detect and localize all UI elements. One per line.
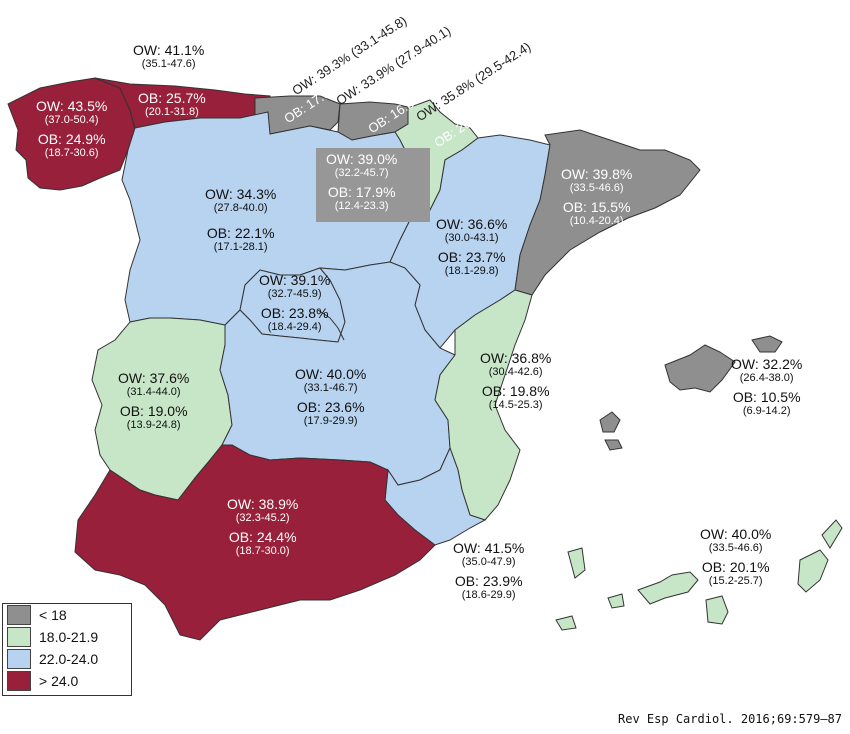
region-balearic-formentera[interactable] xyxy=(604,439,623,451)
canary-ob-ci: (15.2-25.7) xyxy=(708,574,763,587)
madrid-ow-ci: (32.7-45.9) xyxy=(267,288,322,301)
la-rioja-ow-ci: (32.2-45.7) xyxy=(334,167,389,180)
asturias-ow-label: OW: 41.1% (35.1-47.6) xyxy=(133,42,204,71)
region-catalonia[interactable] xyxy=(514,129,701,296)
castile-la-mancha-ow: OW: 40.0% xyxy=(295,366,367,382)
asturias-ob-label: OB: 25.7% (20.1-31.8) xyxy=(138,90,206,119)
madrid-label: OW: 39.1% (32.7-45.9) OB: 23.8% (18.4-29… xyxy=(259,272,330,333)
region-balearic-mallorca[interactable] xyxy=(664,344,736,393)
murcia-ow-ci: (35.0-47.9) xyxy=(461,556,516,569)
canary-ow-ci: (33.5-46.6) xyxy=(708,542,763,555)
legend-swatch xyxy=(7,649,31,669)
murcia-label: OW: 41.5% (35.0-47.9) OB: 23.9% (18.6-29… xyxy=(453,540,524,601)
madrid-ob: OB: 23.8% xyxy=(260,304,329,321)
asturias-ow-ci: (35.1-47.6) xyxy=(141,58,196,71)
legend-label: < 18 xyxy=(39,607,67,623)
legend-item: 18.0-21.9 xyxy=(3,626,131,648)
castile-leon-ow-ci: (27.8-40.0) xyxy=(213,202,268,215)
balearic-ow-ci: (26.4-38.0) xyxy=(739,372,794,385)
catalonia-ob: OB: 15.5% xyxy=(562,198,631,215)
la-rioja-label: OW: 39.0% (32.2-45.7) OB: 17.9% (12.4-23… xyxy=(326,151,397,212)
galicia-ob: OB: 24.9% xyxy=(37,130,106,147)
map-legend: < 18 18.0-21.9 22.0-24.0 > 24.0 xyxy=(2,603,132,696)
legend-swatch xyxy=(7,605,31,625)
andalusia-ob-ci: (18.7-30.0) xyxy=(235,544,290,557)
extremadura-ow: OW: 37.6% xyxy=(118,370,190,386)
aragon-ow-ci: (30.0-43.1) xyxy=(444,232,499,245)
legend-item: < 18 xyxy=(3,604,131,626)
citation: Rev Esp Cardiol. 2016;69:579–87 xyxy=(618,712,842,726)
valencia-ob: OB: 19.8% xyxy=(481,382,550,399)
castile-leon-ow: OW: 34.3% xyxy=(205,186,277,202)
la-rioja-label-box xyxy=(316,148,430,222)
castile-la-mancha-ob: OB: 23.6% xyxy=(296,398,365,415)
aragon-ob-ci: (18.1-29.8) xyxy=(444,264,499,277)
andalusia-ow: OW: 38.9% xyxy=(227,496,299,512)
galicia-ow-ci: (37.0-50.4) xyxy=(44,114,99,127)
galicia-ob-ci: (18.7-30.6) xyxy=(44,146,99,159)
castile-la-mancha-label: OW: 40.0% (33.1-46.7) OB: 23.6% (17.9-29… xyxy=(295,366,366,427)
canary-label: OW: 40.0% (33.5-46.6) OB: 20.1% (15.2-25… xyxy=(700,526,771,587)
region-canary[interactable] xyxy=(555,519,843,631)
castile-leon-ob-ci: (17.1-28.1) xyxy=(213,240,268,253)
region-balearic-ibiza[interactable] xyxy=(599,411,621,433)
aragon-ow: OW: 36.6% xyxy=(436,216,508,232)
extremadura-ob: OB: 19.0% xyxy=(119,402,188,419)
legend-item: 22.0-24.0 xyxy=(3,648,131,670)
murcia-ob: OB: 23.9% xyxy=(454,572,523,589)
aragon-label: OW: 36.6% (30.0-43.1) OB: 23.7% (18.1-29… xyxy=(436,216,507,277)
andalusia-label: OW: 38.9% (32.3-45.2) OB: 24.4% (18.7-30… xyxy=(227,496,298,557)
valencia-ow: OW: 36.8% xyxy=(480,350,552,366)
galicia-ow: OW: 43.5% xyxy=(36,98,108,114)
region-galicia[interactable] xyxy=(7,77,136,191)
catalonia-label: OW: 39.8% (33.5-46.6) OB: 15.5% (10.4-20… xyxy=(561,166,632,227)
catalonia-ow-ci: (33.5-46.6) xyxy=(569,182,624,195)
la-rioja-ob-ci: (12.4-23.3) xyxy=(334,199,389,212)
balearic-ob: OB: 10.5% xyxy=(732,388,801,405)
extremadura-ob-ci: (13.9-24.8) xyxy=(126,418,181,431)
aragon-ob: OB: 23.7% xyxy=(437,248,506,265)
andalusia-ow-ci: (32.3-45.2) xyxy=(235,512,290,525)
asturias-ob: OB: 25.7% xyxy=(138,90,206,106)
asturias-ob-ci: (20.1-31.8) xyxy=(144,106,199,119)
castile-la-mancha-ob-ci: (17.9-29.9) xyxy=(303,414,358,427)
extremadura-label: OW: 37.6% (31.4-44.0) OB: 19.0% (13.9-24… xyxy=(118,370,189,431)
legend-swatch xyxy=(7,671,31,691)
extremadura-ow-ci: (31.4-44.0) xyxy=(126,386,181,399)
asturias-ow: OW: 41.1% xyxy=(133,42,205,58)
legend-label: 18.0-21.9 xyxy=(39,629,99,645)
la-rioja-ow: OW: 39.0% xyxy=(326,151,398,167)
catalonia-ob-ci: (10.4-20.4) xyxy=(569,214,624,227)
region-balearic-menorca[interactable] xyxy=(751,335,783,353)
madrid-ob-ci: (18.4-29.4) xyxy=(267,320,322,333)
castile-leon-label: OW: 34.3% (27.8-40.0) OB: 22.1% (17.1-28… xyxy=(205,186,276,253)
andalusia-ob: OB: 24.4% xyxy=(228,528,297,545)
galicia-label: OW: 43.5% (37.0-50.4) OB: 24.9% (18.7-30… xyxy=(36,98,107,159)
legend-label: > 24.0 xyxy=(39,673,79,689)
castile-la-mancha-ow-ci: (33.1-46.7) xyxy=(303,382,358,395)
valencia-ob-ci: (14.5-25.3) xyxy=(488,398,543,411)
la-rioja-ob: OB: 17.9% xyxy=(327,183,396,200)
legend-label: 22.0-24.0 xyxy=(39,651,99,667)
balearic-ob-ci: (6.9-14.2) xyxy=(742,404,791,417)
madrid-border-detail xyxy=(317,309,345,341)
legend-item: > 24.0 xyxy=(3,670,131,692)
region-valencia[interactable] xyxy=(434,289,533,521)
valencia-ow-ci: (30.4-42.6) xyxy=(488,366,543,379)
madrid-ow: OW: 39.1% xyxy=(259,272,331,288)
region-andalusia[interactable] xyxy=(74,444,436,641)
canary-ob: OB: 20.1% xyxy=(701,558,770,575)
balearic-ow: OW: 32.2% xyxy=(731,356,803,372)
murcia-ob-ci: (18.6-29.9) xyxy=(461,588,516,601)
canary-ow: OW: 40.0% xyxy=(700,526,772,542)
catalonia-ow: OW: 39.8% xyxy=(561,166,633,182)
balearic-label: OW: 32.2% (26.4-38.0) OB: 10.5% (6.9-14.… xyxy=(731,356,802,417)
valencia-label: OW: 36.8% (30.4-42.6) OB: 19.8% (14.5-25… xyxy=(480,350,551,411)
castile-leon-ob: OB: 22.1% xyxy=(206,224,275,241)
legend-swatch xyxy=(7,627,31,647)
murcia-ow: OW: 41.5% xyxy=(453,540,525,556)
